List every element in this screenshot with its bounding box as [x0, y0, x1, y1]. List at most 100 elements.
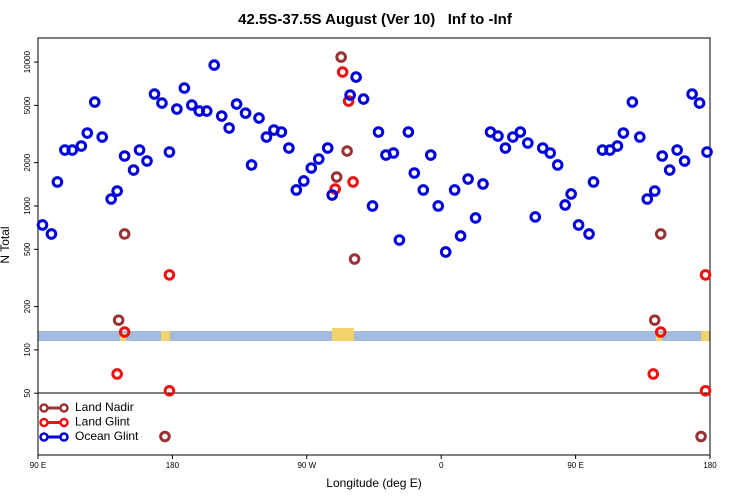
point — [432, 200, 445, 212]
y-tick-label: 5000 — [23, 96, 32, 114]
y-tick-label: 200 — [23, 299, 32, 313]
point — [654, 326, 667, 338]
point — [88, 96, 101, 108]
point — [186, 99, 198, 111]
land-patch — [161, 331, 170, 341]
point — [402, 126, 415, 138]
x-tick-label: 0 — [439, 461, 444, 470]
point — [366, 200, 379, 212]
point — [536, 142, 549, 154]
point — [699, 384, 712, 397]
point — [424, 149, 437, 161]
point — [200, 105, 213, 117]
point — [215, 110, 228, 122]
point — [448, 184, 461, 196]
point — [159, 430, 171, 443]
point — [111, 185, 123, 197]
legend-marker — [59, 403, 69, 413]
point — [572, 219, 585, 231]
ocean-strip — [38, 331, 710, 341]
point — [118, 326, 131, 338]
point — [671, 144, 683, 156]
point — [253, 112, 265, 124]
point — [641, 193, 654, 205]
point — [551, 159, 564, 171]
point — [347, 176, 359, 188]
point — [148, 88, 161, 100]
land-patch — [332, 328, 354, 341]
point — [492, 130, 504, 142]
point — [462, 173, 474, 185]
point — [469, 212, 482, 224]
point — [163, 269, 176, 281]
point — [454, 230, 467, 242]
point — [648, 185, 661, 197]
surface-band — [38, 328, 710, 341]
legend-marker — [39, 432, 49, 442]
point — [51, 176, 64, 188]
point — [326, 189, 338, 201]
y-tick-label: 2000 — [23, 153, 32, 171]
point — [701, 146, 713, 158]
point — [348, 253, 361, 265]
point — [163, 146, 176, 158]
point — [127, 164, 140, 176]
point — [305, 162, 318, 174]
point — [499, 142, 512, 154]
y-tick-label: 100 — [23, 343, 32, 357]
legend-label: Land Nadir — [75, 400, 134, 414]
point — [178, 82, 191, 94]
point — [45, 228, 58, 240]
point — [230, 98, 243, 110]
point — [344, 89, 356, 101]
point — [275, 126, 288, 138]
x-axis-label: Longitude (deg E) — [326, 476, 421, 490]
point — [66, 144, 79, 156]
point — [408, 167, 421, 179]
legend-label: Land Glint — [75, 415, 130, 429]
point — [686, 88, 698, 100]
point — [321, 142, 334, 154]
point — [96, 131, 109, 143]
point — [587, 176, 600, 188]
point — [699, 269, 712, 281]
point — [118, 228, 131, 240]
legend-marker — [39, 417, 49, 428]
y-tick-label: 1000 — [23, 197, 32, 215]
plot-frame — [37, 37, 711, 456]
point — [208, 59, 221, 71]
point — [514, 126, 527, 138]
point — [663, 164, 676, 176]
point — [393, 234, 406, 246]
point — [387, 147, 400, 159]
point — [335, 51, 347, 63]
x-tick-label: 90 E — [567, 461, 583, 470]
y-tick-label: 10000 — [23, 50, 32, 73]
point — [75, 140, 88, 152]
legend-marker — [59, 417, 69, 428]
point — [336, 66, 349, 78]
x-tick-label: 180 — [703, 461, 717, 470]
point — [439, 246, 452, 258]
point — [260, 131, 273, 143]
point — [141, 155, 153, 167]
point — [223, 122, 235, 134]
point — [529, 211, 542, 223]
point — [583, 228, 595, 240]
point — [290, 184, 303, 196]
point — [171, 103, 183, 115]
point — [330, 171, 343, 183]
point — [112, 314, 125, 326]
point — [656, 150, 669, 162]
point — [693, 97, 706, 109]
point — [654, 228, 667, 240]
x-tick-label: 90 E — [30, 461, 46, 470]
x-tick-label: 180 — [166, 461, 180, 470]
point — [695, 430, 707, 443]
point — [565, 188, 577, 200]
point — [118, 150, 131, 162]
point — [626, 96, 639, 108]
point — [298, 175, 310, 187]
point — [133, 144, 146, 156]
land-patch — [701, 331, 709, 341]
